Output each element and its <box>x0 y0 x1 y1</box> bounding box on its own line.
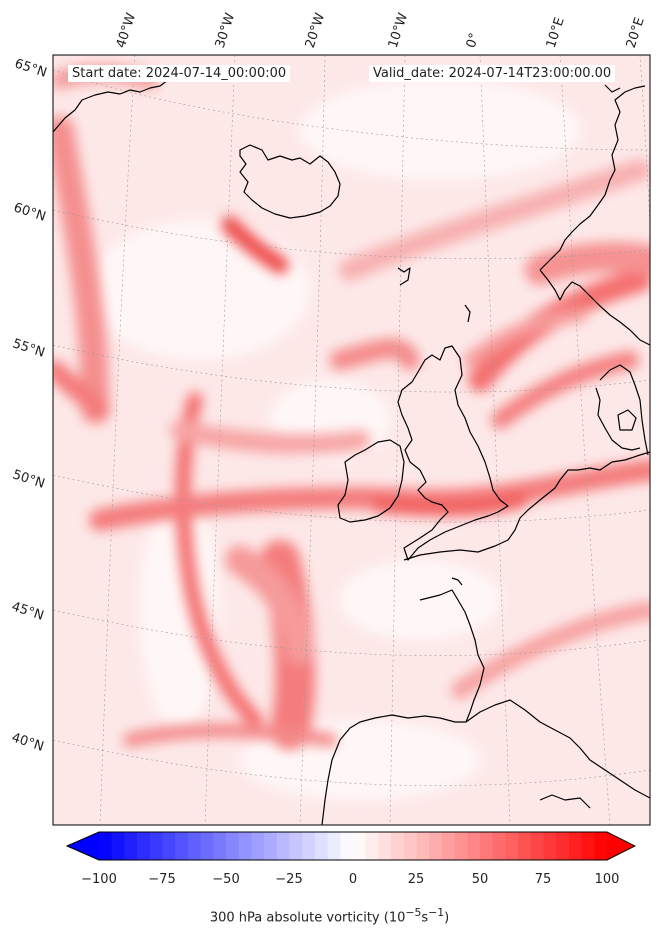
colorbar-tick: 0 <box>348 872 358 887</box>
colorbar-segment <box>391 832 405 860</box>
colorbar-segment <box>365 832 379 860</box>
colorbar-tick: −25 <box>275 872 303 887</box>
colorbar-segment <box>581 832 595 860</box>
colorbar-segment <box>543 832 557 860</box>
colorbar-segment <box>594 832 608 860</box>
colorbar-extend-high <box>607 832 635 860</box>
colorbar-segment <box>492 832 506 860</box>
colorbar-segment <box>302 832 316 860</box>
colorbar-segment <box>137 832 151 860</box>
colorbar-segment <box>429 832 443 860</box>
colorbar-segment <box>353 832 367 860</box>
colorbar-label: 300 hPa absolute vorticity (10−5s−1) <box>209 906 450 926</box>
colorbar-segment <box>314 832 329 860</box>
colorbar-segment <box>327 832 341 860</box>
colorbar-segment <box>124 832 138 860</box>
colorbar-segment <box>289 832 303 860</box>
colorbar-tick: −50 <box>212 872 240 887</box>
colorbar-segment <box>467 832 481 860</box>
colorbar-segment <box>251 832 265 860</box>
colorbar-segment <box>276 832 290 860</box>
colorbar-segment <box>264 832 278 860</box>
colorbar-segment <box>226 832 240 860</box>
colorbar-segment <box>175 832 189 860</box>
colorbar-segment <box>187 832 202 860</box>
colorbar-tick: 100 <box>594 872 620 887</box>
colorbar-segment <box>518 832 532 860</box>
start-date-label: Start date: 2024-07-14_00:00:00 <box>68 65 291 82</box>
colorbar-segment <box>505 832 519 860</box>
colorbar-tick: −100 <box>81 872 117 887</box>
colorbar-tick: −75 <box>148 872 176 887</box>
colorbar-tick: 25 <box>407 872 425 887</box>
vorticity-bands <box>53 64 650 750</box>
colorbar-segment <box>213 832 227 860</box>
colorbar-segment <box>149 832 163 860</box>
colorbar-segment <box>556 832 570 860</box>
colorbar-segment <box>441 832 456 860</box>
colorbar-segment <box>238 832 252 860</box>
colorbar-outline <box>66 831 636 861</box>
low-vorticity-patches <box>90 80 580 800</box>
colorbar-tick: 75 <box>534 872 552 887</box>
colorbar-segment <box>200 832 214 860</box>
colorbar-segment <box>111 832 125 860</box>
colorbar-segment <box>480 832 494 860</box>
graticule-lines <box>53 55 650 825</box>
colorbar-segment <box>416 832 430 860</box>
coastlines <box>53 72 650 825</box>
colorbar <box>66 831 636 861</box>
colorbar-segment <box>378 832 392 860</box>
colorbar-segments <box>67 832 635 860</box>
colorbar-segment <box>162 832 176 860</box>
valid-date-label: Valid_date: 2024-07-14T23:00:00.00 <box>369 65 616 82</box>
map-frame <box>52 54 651 826</box>
colorbar-segment <box>530 832 544 860</box>
colorbar-segment <box>340 832 354 860</box>
colorbar-extend-low <box>67 832 99 860</box>
colorbar-segment <box>568 832 583 860</box>
colorbar-segment <box>454 832 468 860</box>
colorbar-segment <box>99 832 113 860</box>
colorbar-segment <box>403 832 417 860</box>
colorbar-tick: 50 <box>471 872 489 887</box>
